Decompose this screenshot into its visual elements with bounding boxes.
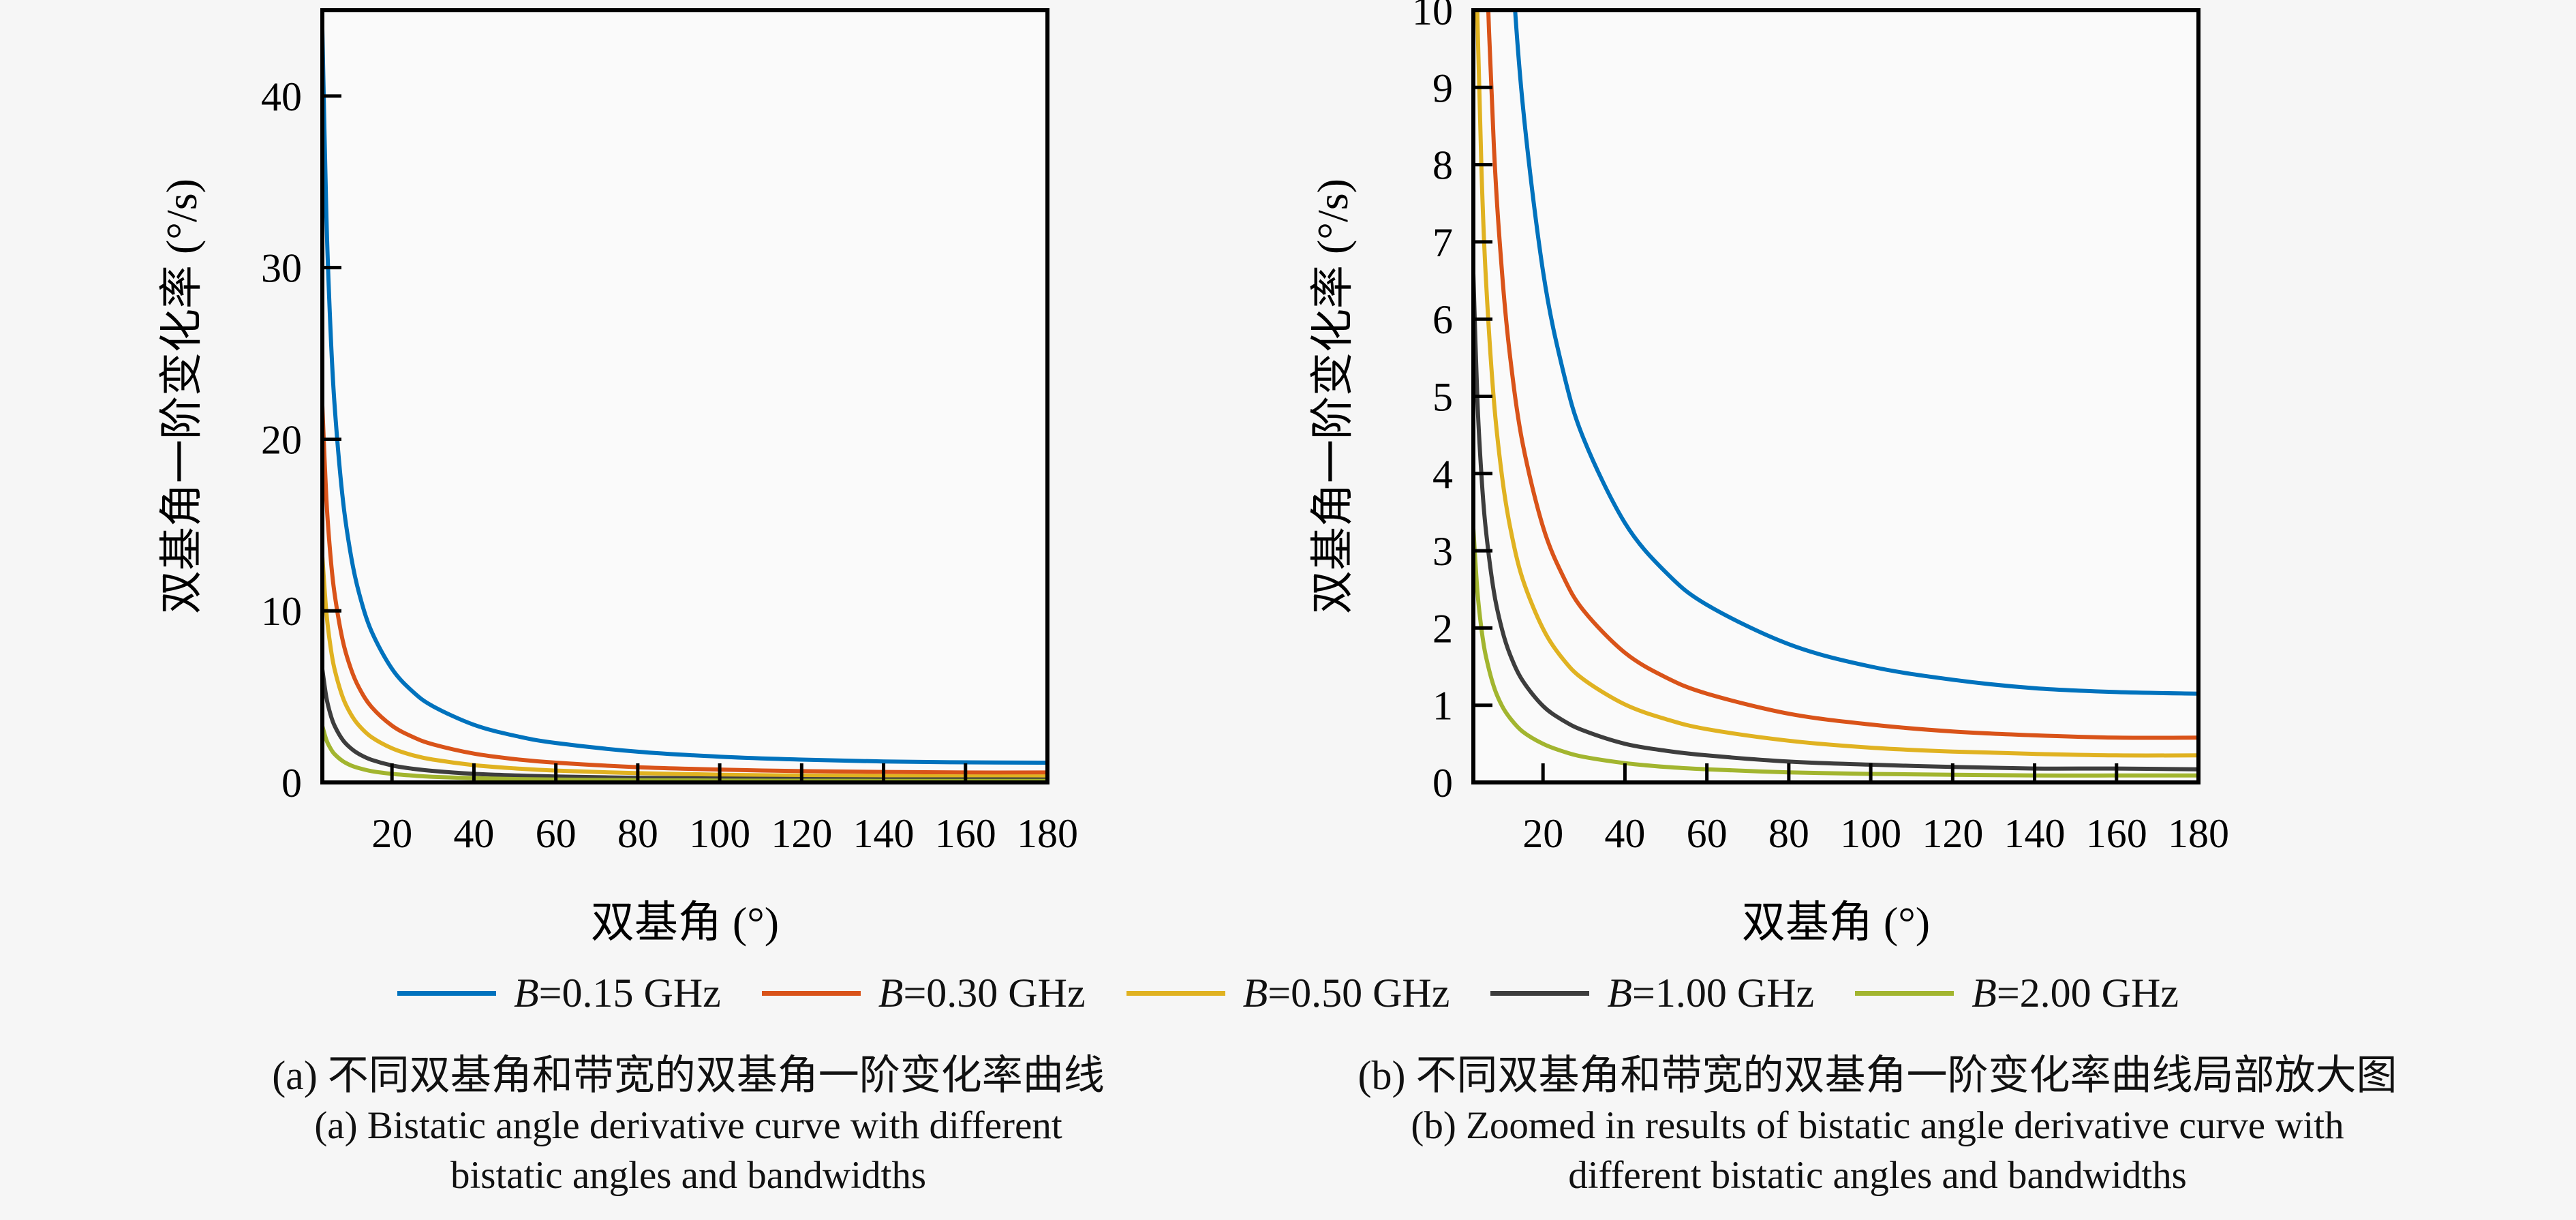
x-tick-label: 60: [1687, 811, 1728, 856]
legend-var: B: [1972, 971, 1997, 1016]
x-tick-label: 120: [771, 811, 832, 856]
legend-item-b030: B=0.30 GHz: [761, 971, 1086, 1016]
x-tick-label: 40: [1604, 811, 1645, 856]
legend-item-b100: B=1.00 GHz: [1490, 971, 1814, 1016]
y-tick-label: 0: [281, 761, 302, 806]
legend-line-swatch: [1490, 990, 1590, 996]
x-tick-label: 160: [935, 811, 996, 856]
caption-a-english-line1: (a) Bistatic angle derivative curve with…: [314, 1104, 1062, 1147]
chart-a-canvas: 20 40 60 80 100 120 140 160 180 0 10 20 30 40 双基角 (°) 双…: [157, 8, 1078, 947]
y-tick-label: 10: [1412, 0, 1453, 33]
legend: B=0.15 GHz B=0.30 GHz B=0.50 GHz B=1.00 …: [0, 971, 2576, 1016]
x-tick-label: 140: [2004, 811, 2066, 856]
y-tick-label: 4: [1432, 452, 1453, 497]
y-tick-label: 10: [261, 589, 302, 634]
plot-area: [1473, 10, 2198, 782]
legend-value: =1.00 GHz: [1632, 971, 1815, 1016]
y-tick-label: 40: [261, 74, 302, 119]
y-tick-label: 2: [1432, 606, 1453, 651]
caption-a-english-line2: bistatic angles and bandwidths: [450, 1154, 927, 1197]
legend-label: B=2.00 GHz: [1972, 971, 2179, 1016]
x-tick-label: 180: [1017, 811, 1078, 856]
y-tick-label: 3: [1432, 529, 1453, 574]
legend-value: =0.30 GHz: [903, 971, 1086, 1016]
legend-line-swatch: [1855, 990, 1954, 996]
legend-item-b050: B=0.50 GHz: [1126, 971, 1450, 1016]
legend-value: =2.00 GHz: [1996, 971, 2179, 1016]
x-tick-label: 140: [853, 811, 915, 856]
caption-b: (b) 不同双基角和带宽的双基角一阶变化率曲线局部放大图 (b) Zoomed …: [1261, 1051, 2494, 1200]
curve-b-0.50-ghz: [322, 554, 1047, 779]
x-axis-title: 双基角 (°): [591, 898, 779, 947]
y-tick-label: 1: [1432, 684, 1453, 729]
x-tick-label: 100: [689, 811, 750, 856]
x-tick-label: 180: [2168, 811, 2229, 856]
x-tick-label: 120: [1922, 811, 1983, 856]
axes-frame: [320, 8, 1049, 784]
curve-b-0.30-ghz: [1486, 10, 2198, 740]
y-tick-label: 30: [261, 246, 302, 291]
curve-b-0.15-ghz: [322, 26, 1047, 765]
curve-b-0.50-ghz: [1475, 10, 2198, 758]
legend-var: B: [1607, 971, 1633, 1016]
x-tick-label: 100: [1840, 811, 1901, 856]
legend-var: B: [878, 971, 904, 1016]
caption-b-english-line2: different bistatic angles and bandwidths: [1568, 1154, 2187, 1197]
y-tick-label: 5: [1432, 375, 1453, 420]
x-tick-label: 40: [453, 811, 494, 856]
legend-label: B=0.15 GHz: [514, 971, 721, 1016]
x-axis-title: 双基角 (°): [1742, 898, 1930, 947]
curve-b-1.00-ghz: [1473, 271, 2198, 772]
y-axis-title: 双基角一阶变化率 (°/s): [1308, 179, 1357, 614]
plot-area: [322, 10, 1047, 782]
legend-value: =0.50 GHz: [1268, 971, 1450, 1016]
y-tick-label: 8: [1432, 143, 1453, 188]
legend-line-swatch: [1126, 990, 1225, 996]
legend-value: =0.15 GHz: [538, 971, 721, 1016]
curve-b-0.15-ghz: [1513, 10, 2198, 696]
legend-label: B=0.30 GHz: [878, 971, 1086, 1016]
y-tick-label: 7: [1432, 220, 1453, 265]
x-tick-label: 160: [2086, 811, 2147, 856]
legend-label: B=1.00 GHz: [1607, 971, 1814, 1016]
x-tick-label: 60: [536, 811, 577, 856]
x-tick-label: 20: [371, 811, 412, 856]
y-axis-title: 双基角一阶变化率 (°/s): [157, 179, 206, 614]
legend-label: B=0.50 GHz: [1243, 971, 1450, 1016]
curve-b-2.00-ghz: [1473, 526, 2198, 778]
y-tick-label: 6: [1432, 297, 1453, 342]
y-tick-label: 20: [261, 417, 302, 462]
x-tick-label: 20: [1522, 811, 1563, 856]
caption-b-english-line1: (b) Zoomed in results of bistatic angle …: [1411, 1104, 2344, 1147]
legend-item-b015: B=0.15 GHz: [397, 971, 721, 1016]
caption-b-chinese: (b) 不同双基角和带宽的双基角一阶变化率曲线局部放大图: [1358, 1053, 2397, 1098]
chart-b-canvas: 20 40 60 80 100 120 140 160 180 0 1 2 3 4 5 6 7 8 9 10 双基角 (…: [1308, 0, 2229, 947]
legend-line-swatch: [397, 990, 496, 996]
curve-b-0.30-ghz: [322, 403, 1047, 775]
x-tick-label: 80: [1768, 811, 1809, 856]
x-tick-label: 80: [617, 811, 658, 856]
legend-line-swatch: [761, 990, 861, 996]
y-tick-label: 0: [1432, 761, 1453, 806]
legend-item-b200: B=2.00 GHz: [1855, 971, 2179, 1016]
legend-var: B: [1242, 971, 1268, 1016]
legend-var: B: [514, 971, 539, 1016]
caption-a: (a) 不同双基角和带宽的双基角一阶变化率曲线 (a) Bistatic ang…: [89, 1051, 1288, 1200]
caption-a-chinese: (a) 不同双基角和带宽的双基角一阶变化率曲线: [272, 1053, 1105, 1098]
y-tick-label: 9: [1432, 65, 1453, 110]
